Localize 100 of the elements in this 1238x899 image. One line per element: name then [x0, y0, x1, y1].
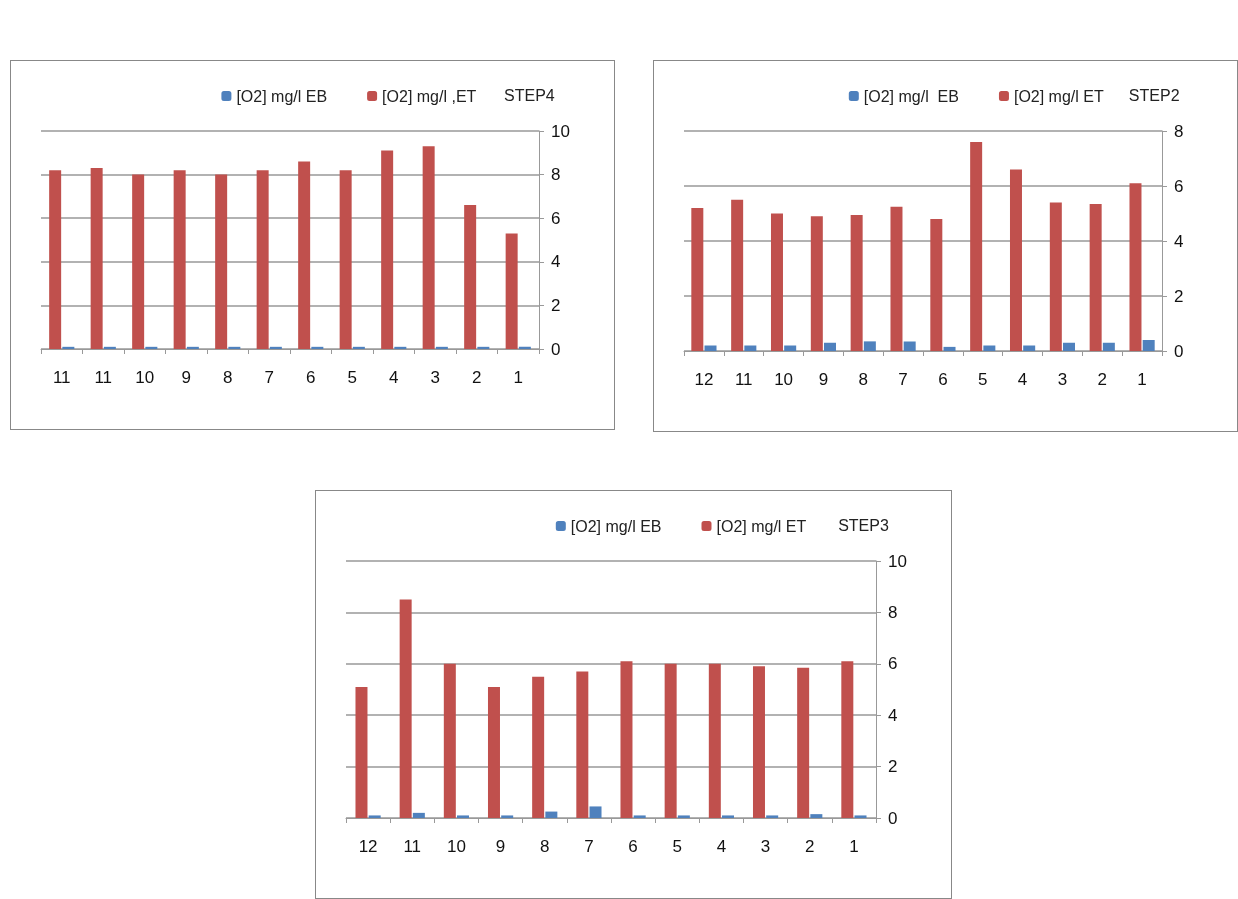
- bar: [784, 345, 797, 351]
- y-tick-label: 0: [551, 339, 561, 359]
- bar: [1009, 169, 1022, 351]
- bar: [394, 346, 407, 349]
- bar: [770, 213, 783, 351]
- bar: [505, 233, 518, 349]
- bar: [173, 170, 186, 349]
- bar: [797, 667, 810, 818]
- y-tick-label: 10: [888, 551, 907, 571]
- bar: [708, 663, 721, 818]
- bar: [731, 199, 744, 351]
- x-tick-label: 5: [978, 370, 988, 389]
- legend-label: [O2] mg/l ,ET: [382, 87, 477, 105]
- x-tick-label: 12: [694, 370, 714, 389]
- chart-title: STEP2: [1128, 86, 1180, 104]
- bar: [228, 346, 241, 349]
- bar: [1129, 183, 1142, 351]
- x-tick-label: 10: [135, 368, 155, 387]
- x-tick-label: 11: [94, 368, 113, 387]
- bar: [355, 686, 368, 818]
- x-tick-label: 9: [181, 368, 191, 387]
- bar: [1049, 202, 1062, 351]
- chart-title: STEP3: [838, 516, 889, 534]
- bar: [744, 345, 757, 351]
- bar: [1023, 345, 1036, 351]
- bar: [487, 686, 500, 818]
- y-tick-label: 8: [551, 165, 561, 185]
- x-tick-label: 11: [52, 368, 71, 387]
- bar: [677, 815, 690, 818]
- bar: [256, 170, 269, 349]
- chart-title: STEP4: [504, 86, 555, 104]
- bar: [810, 814, 823, 818]
- y-tick-label: 6: [551, 208, 561, 228]
- bar: [1142, 340, 1155, 351]
- bar: [269, 346, 282, 349]
- y-tick-label: 8: [1174, 121, 1184, 141]
- x-tick-label: 1: [1137, 370, 1147, 389]
- bar: [850, 214, 863, 351]
- x-tick-label: 9: [818, 370, 829, 389]
- x-tick-label: 9: [495, 837, 506, 856]
- y-tick-label: 6: [1174, 176, 1184, 196]
- y-tick-label: 6: [888, 654, 898, 674]
- x-tick-label: 1: [849, 837, 859, 856]
- bar: [532, 676, 545, 818]
- x-tick-label: 5: [672, 837, 682, 856]
- x-tick-label: 7: [264, 368, 274, 387]
- bar: [186, 346, 199, 349]
- bar: [863, 341, 876, 351]
- bar: [1102, 342, 1115, 351]
- bar: [422, 146, 435, 349]
- y-tick-label: 4: [1174, 231, 1184, 251]
- bar: [501, 815, 514, 818]
- bar: [49, 170, 62, 349]
- x-tick-label: 6: [306, 368, 316, 387]
- legend-label: [O2] mg/l EB: [236, 87, 328, 105]
- y-tick-label: 2: [1174, 286, 1184, 306]
- y-tick-label: 4: [551, 252, 561, 272]
- bar: [943, 346, 956, 351]
- x-tick-label: 12: [358, 837, 378, 856]
- bar: [399, 599, 412, 818]
- bar: [752, 666, 765, 818]
- x-tick-label: 6: [938, 370, 948, 389]
- x-tick-label: 6: [628, 837, 638, 856]
- bar: [381, 150, 394, 349]
- bar: [545, 811, 558, 818]
- y-tick-label: 10: [551, 121, 570, 141]
- bar: [215, 174, 228, 349]
- x-tick-label: 4: [389, 368, 399, 387]
- x-tick-label: 2: [1097, 370, 1107, 389]
- bar: [890, 206, 903, 351]
- bar: [810, 216, 823, 351]
- bar: [722, 815, 735, 818]
- bar: [477, 346, 490, 349]
- x-tick-label: 10: [446, 837, 466, 856]
- bar: [145, 346, 158, 349]
- x-tick-label: 7: [584, 837, 594, 856]
- bar: [841, 661, 854, 818]
- bar: [1089, 203, 1102, 351]
- bar: [983, 345, 996, 351]
- x-tick-label: 3: [430, 368, 440, 387]
- bar: [576, 671, 589, 818]
- x-tick-label: 11: [403, 837, 422, 856]
- bar: [970, 142, 983, 351]
- x-tick-label: 5: [347, 368, 357, 387]
- bar: [903, 341, 916, 351]
- bar: [1063, 342, 1076, 351]
- bar: [90, 168, 103, 349]
- bar: [311, 346, 324, 349]
- bar: [854, 815, 867, 818]
- x-tick-label: 8: [858, 370, 868, 389]
- x-tick-label: 4: [716, 837, 727, 856]
- bar: [766, 815, 779, 818]
- y-tick-label: 2: [551, 295, 561, 315]
- bar: [691, 208, 704, 351]
- x-tick-label: 4: [1017, 370, 1028, 389]
- x-tick-label: 1: [513, 368, 523, 387]
- bar: [62, 346, 75, 349]
- bar: [132, 174, 145, 349]
- y-tick-label: 2: [888, 757, 898, 777]
- y-tick-label: 0: [888, 808, 898, 828]
